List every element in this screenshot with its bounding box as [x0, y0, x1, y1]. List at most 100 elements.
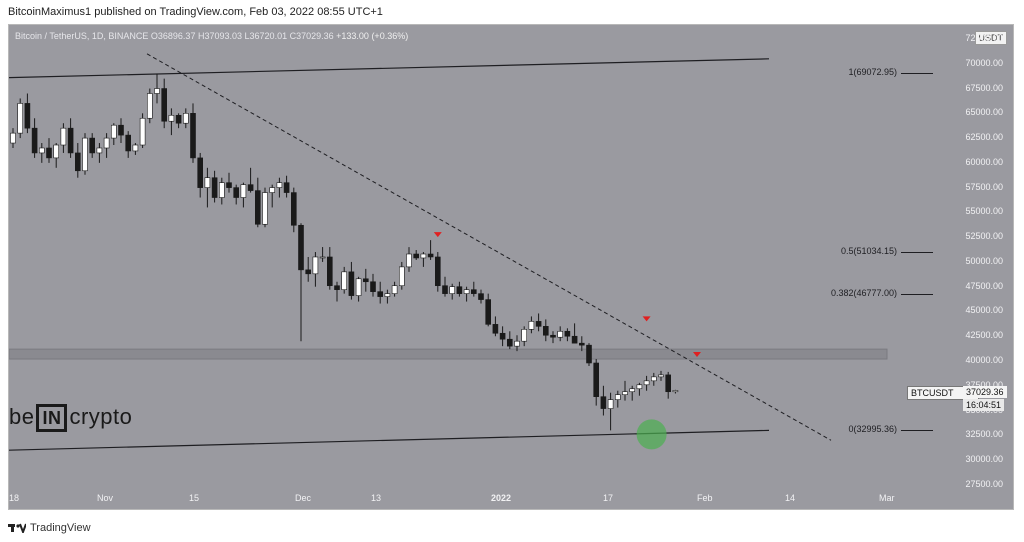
- candle[interactable]: [406, 253, 412, 268]
- candle[interactable]: [521, 329, 528, 342]
- candle[interactable]: [233, 187, 239, 198]
- candle[interactable]: [377, 291, 384, 297]
- candle[interactable]: [629, 388, 636, 393]
- candle[interactable]: [60, 127, 67, 146]
- descending-trendline[interactable]: [146, 53, 832, 441]
- candle[interactable]: [413, 253, 420, 259]
- candle[interactable]: [571, 335, 578, 344]
- chart-panel[interactable]: Bitcoin / TetherUS, 1D, BINANCE O36896.3…: [8, 24, 1014, 510]
- candle[interactable]: [312, 256, 319, 275]
- tradingview-footer[interactable]: TradingView: [8, 522, 91, 534]
- candle[interactable]: [262, 192, 268, 225]
- candle[interactable]: [219, 182, 225, 198]
- candle[interactable]: [456, 286, 463, 294]
- candle[interactable]: [161, 88, 167, 122]
- candle[interactable]: [514, 340, 520, 347]
- candle[interactable]: [334, 285, 340, 290]
- candle[interactable]: [362, 278, 369, 283]
- fib-level-line[interactable]: [901, 72, 933, 74]
- candle[interactable]: [427, 253, 434, 258]
- candle[interactable]: [240, 184, 247, 198]
- candle[interactable]: [542, 326, 549, 336]
- candle[interactable]: [499, 332, 506, 340]
- candle[interactable]: [564, 330, 571, 337]
- candle[interactable]: [283, 182, 290, 193]
- candle[interactable]: [197, 157, 203, 188]
- candle[interactable]: [298, 224, 304, 271]
- currency-unit-label[interactable]: USDT: [974, 31, 1007, 45]
- candle[interactable]: [650, 376, 657, 382]
- candle[interactable]: [398, 266, 405, 287]
- candle[interactable]: [607, 399, 614, 409]
- candle[interactable]: [125, 134, 131, 152]
- candle[interactable]: [96, 147, 103, 154]
- candle[interactable]: [434, 256, 441, 287]
- candle[interactable]: [485, 299, 492, 325]
- candle[interactable]: [118, 124, 124, 136]
- candle[interactable]: [190, 113, 196, 159]
- candle[interactable]: [535, 321, 542, 327]
- candle[interactable]: [319, 256, 326, 259]
- candle[interactable]: [578, 342, 585, 346]
- candle[interactable]: [269, 187, 276, 193]
- candle[interactable]: [247, 184, 254, 191]
- candle[interactable]: [24, 103, 31, 129]
- candle[interactable]: [658, 374, 664, 378]
- candle[interactable]: [355, 278, 362, 296]
- candle[interactable]: [622, 391, 628, 395]
- candle[interactable]: [89, 137, 95, 154]
- candle[interactable]: [276, 182, 283, 188]
- candle[interactable]: [550, 334, 556, 338]
- candle[interactable]: [442, 285, 448, 294]
- candle[interactable]: [341, 271, 348, 290]
- candle[interactable]: [53, 144, 60, 159]
- candle[interactable]: [470, 289, 477, 294]
- candle[interactable]: [168, 114, 175, 122]
- candle[interactable]: [672, 390, 679, 393]
- candle[interactable]: [478, 293, 484, 300]
- candle[interactable]: [38, 147, 45, 154]
- candle[interactable]: [46, 147, 52, 159]
- candle[interactable]: [305, 269, 312, 275]
- candle[interactable]: [175, 114, 182, 124]
- candlestick-chart[interactable]: [9, 25, 1013, 509]
- candle[interactable]: [103, 137, 110, 149]
- candle[interactable]: [255, 190, 261, 225]
- candle[interactable]: [132, 144, 139, 152]
- candle[interactable]: [147, 93, 153, 119]
- candle[interactable]: [391, 285, 398, 294]
- fib-level-line[interactable]: [901, 293, 933, 295]
- candle[interactable]: [463, 289, 470, 294]
- candle[interactable]: [492, 324, 499, 334]
- candle[interactable]: [665, 374, 672, 393]
- candle[interactable]: [326, 256, 333, 287]
- candle[interactable]: [111, 124, 117, 139]
- candle[interactable]: [31, 127, 38, 154]
- fib-level-line[interactable]: [901, 251, 933, 253]
- candle[interactable]: [420, 253, 427, 259]
- candle[interactable]: [636, 384, 643, 390]
- candle[interactable]: [10, 132, 16, 144]
- candle[interactable]: [557, 330, 564, 338]
- candle[interactable]: [449, 286, 456, 294]
- candle[interactable]: [67, 127, 74, 154]
- candle[interactable]: [17, 103, 23, 134]
- candle[interactable]: [139, 117, 146, 146]
- candle[interactable]: [211, 177, 218, 198]
- candle[interactable]: [204, 177, 211, 188]
- candle[interactable]: [154, 88, 160, 94]
- fib-level-line[interactable]: [901, 430, 933, 432]
- channel-upper-line[interactable]: [9, 58, 770, 79]
- candle[interactable]: [348, 271, 355, 296]
- candle[interactable]: [506, 338, 513, 347]
- candle[interactable]: [528, 321, 535, 330]
- candle[interactable]: [226, 182, 232, 188]
- candle[interactable]: [384, 293, 391, 297]
- candle[interactable]: [614, 394, 621, 400]
- candle[interactable]: [593, 362, 600, 397]
- candle[interactable]: [183, 113, 189, 124]
- candle[interactable]: [370, 281, 376, 292]
- candle[interactable]: [586, 344, 592, 364]
- candle[interactable]: [82, 137, 88, 172]
- candle[interactable]: [75, 152, 81, 172]
